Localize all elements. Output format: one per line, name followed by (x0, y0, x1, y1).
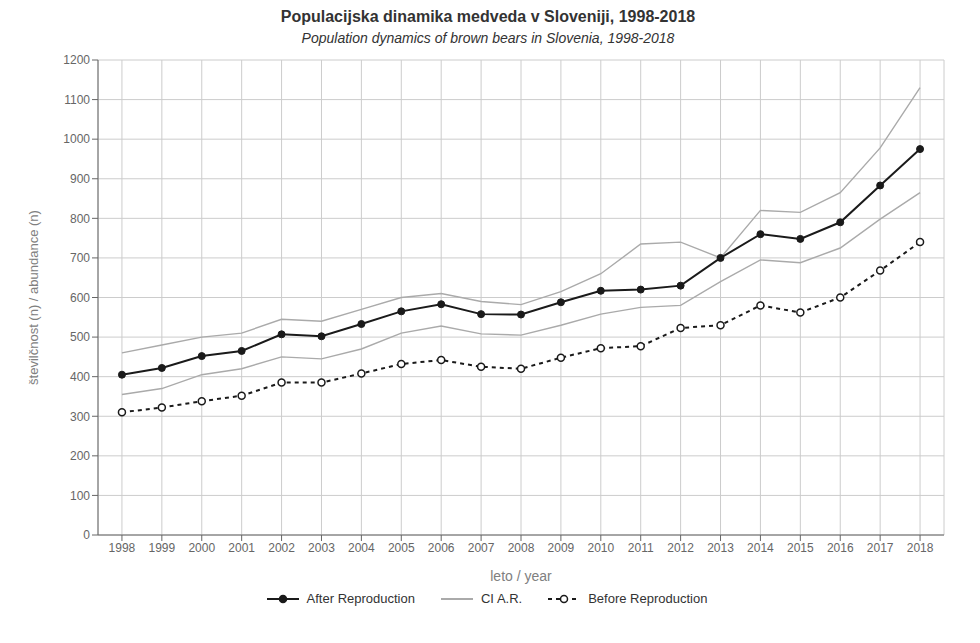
svg-text:2005: 2005 (388, 541, 415, 555)
svg-text:številčnost (n) / abundance (n: številčnost (n) / abundance (n) (26, 210, 41, 385)
svg-text:1998: 1998 (109, 541, 136, 555)
svg-text:2018: 2018 (907, 541, 934, 555)
svg-text:2008: 2008 (508, 541, 535, 555)
svg-text:2016: 2016 (827, 541, 854, 555)
svg-text:400: 400 (70, 370, 90, 384)
svg-text:800: 800 (70, 212, 90, 226)
svg-text:2004: 2004 (348, 541, 375, 555)
svg-text:2012: 2012 (667, 541, 694, 555)
svg-text:100: 100 (70, 489, 90, 503)
svg-text:700: 700 (70, 251, 90, 265)
html-text:After Reproduction: After Reproduction (306, 591, 415, 606)
svg-text:2003: 2003 (308, 541, 335, 555)
html-text:CI A.R.: CI A.R. (481, 591, 523, 606)
svg-text:2017: 2017 (867, 541, 894, 555)
svg-text:2000: 2000 (188, 541, 215, 555)
svg-text:2011: 2011 (628, 541, 654, 555)
svg-text:1999: 1999 (148, 541, 175, 555)
html-text:Before Reproduction: Before Reproduction (588, 591, 708, 606)
svg-text:2001: 2001 (228, 541, 255, 555)
svg-text:1000: 1000 (63, 132, 90, 146)
svg-text:2007: 2007 (468, 541, 495, 555)
svg-text:0: 0 (83, 528, 90, 542)
svg-text:600: 600 (70, 291, 90, 305)
svg-text:2014: 2014 (747, 541, 774, 555)
svg-text:2009: 2009 (548, 541, 575, 555)
svg-text:2010: 2010 (587, 541, 614, 555)
html-text:Populacijska dinamika medveda: Populacijska dinamika medveda v Slovenij… (280, 8, 696, 25)
svg-text:2006: 2006 (428, 541, 455, 555)
svg-text:leto / year: leto / year (490, 568, 552, 584)
svg-text:500: 500 (70, 330, 90, 344)
svg-text:200: 200 (70, 449, 90, 463)
svg-text:1200: 1200 (63, 53, 90, 67)
svg-text:900: 900 (70, 172, 90, 186)
svg-text:2015: 2015 (787, 541, 814, 555)
svg-text:1100: 1100 (64, 93, 90, 107)
svg-text:2013: 2013 (707, 541, 734, 555)
svg-text:300: 300 (70, 410, 90, 424)
svg-text:2002: 2002 (268, 541, 295, 555)
html-text:Population dynamics of brown b: Population dynamics of brown bears in Sl… (301, 30, 675, 46)
